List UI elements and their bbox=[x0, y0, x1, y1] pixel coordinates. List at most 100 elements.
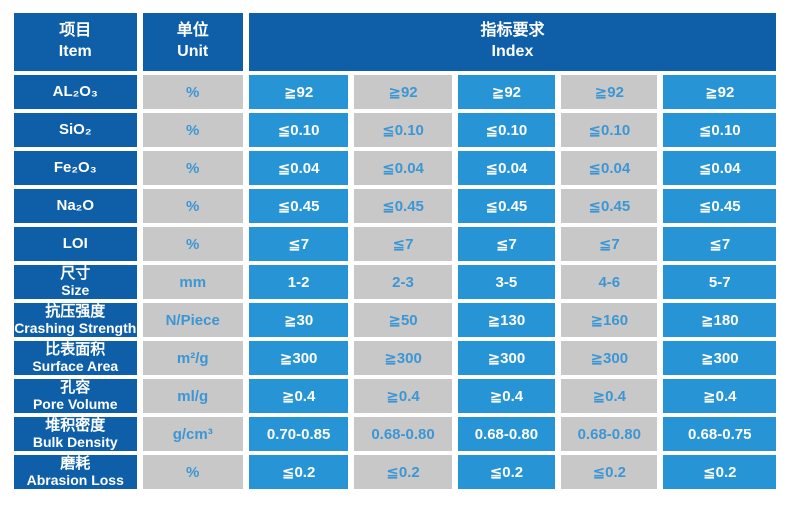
unit-cell: m²/g bbox=[142, 341, 243, 375]
table-row: 磨耗 Abrasion Loss % ≦0.2 ≦0.2 ≦0.2 ≦0.2 ≦… bbox=[14, 455, 776, 489]
value-cell-5: ≧0.4 bbox=[663, 379, 776, 413]
value-cell-2: 2-3 bbox=[354, 265, 452, 299]
header-item-zh: 项目 bbox=[59, 22, 92, 40]
value-cell-3: 3-5 bbox=[457, 265, 556, 299]
item-label-zh: 尺寸 bbox=[60, 265, 91, 282]
table-row: LOI % ≦7 ≦7 ≦7 ≦7 ≦7 bbox=[14, 227, 776, 261]
unit-cell: g/cm³ bbox=[142, 417, 243, 451]
value-cell-2: ≦0.10 bbox=[354, 113, 452, 147]
table-row: 堆积密度 Bulk Density g/cm³ 0.70-0.85 0.68-0… bbox=[14, 417, 776, 451]
value-cell-4: ≦7 bbox=[561, 227, 658, 261]
table-body: AL₂O₃ % ≧92 ≧92 ≧92 ≧92 ≧92 SiO₂ % ≦0.10… bbox=[14, 75, 776, 489]
header-row: 项目 Item 单位 Unit 指标要求 Index bbox=[14, 13, 776, 71]
value-cell-4: ≦0.04 bbox=[561, 151, 658, 185]
unit-cell: N/Piece bbox=[142, 303, 243, 337]
item-label-zh: Na₂O bbox=[56, 196, 94, 214]
value-cell-5: ≦0.2 bbox=[663, 455, 776, 489]
value-cell-3: 0.68-0.80 bbox=[457, 417, 556, 451]
value-cell-4: ≦0.10 bbox=[561, 113, 658, 147]
value-cell-3: ≧300 bbox=[457, 341, 556, 375]
value-cell-1: ≦0.10 bbox=[248, 113, 349, 147]
unit-cell: % bbox=[142, 227, 243, 261]
value-cell-3: ≦0.45 bbox=[457, 189, 556, 223]
table-header: 项目 Item 单位 Unit 指标要求 Index bbox=[14, 13, 776, 71]
item-cell: Na₂O bbox=[14, 189, 137, 223]
item-label-zh: 磨耗 bbox=[60, 455, 91, 472]
table-row: Fe₂O₃ % ≦0.04 ≦0.04 ≦0.04 ≦0.04 ≦0.04 bbox=[14, 151, 776, 185]
header-unit-cell: 单位 Unit bbox=[142, 13, 243, 71]
product-spec-table: 项目 Item 单位 Unit 指标要求 Index AL₂O₃ % ≧92 bbox=[8, 9, 782, 493]
item-label-en: Surface Area bbox=[32, 357, 119, 374]
header-index-cell: 指标要求 Index bbox=[248, 13, 776, 71]
header-unit-zh: 单位 bbox=[176, 22, 209, 40]
header-index-en: Index bbox=[491, 43, 534, 60]
value-cell-1: ≦0.2 bbox=[248, 455, 349, 489]
value-cell-2: 0.68-0.80 bbox=[354, 417, 452, 451]
item-label-zh: LOI bbox=[62, 234, 88, 252]
value-cell-3: ≧92 bbox=[457, 75, 556, 109]
item-label-en: Size bbox=[61, 281, 90, 298]
unit-cell: % bbox=[142, 189, 243, 223]
value-cell-5: ≧180 bbox=[663, 303, 776, 337]
item-cell: 抗压强度 Crashing Strength bbox=[14, 303, 137, 337]
table-row: 比表面积 Surface Area m²/g ≧300 ≧300 ≧300 ≧3… bbox=[14, 341, 776, 375]
value-cell-2: ≧300 bbox=[354, 341, 452, 375]
header-unit-en: Unit bbox=[177, 43, 209, 60]
value-cell-5: ≦0.10 bbox=[663, 113, 776, 147]
value-cell-4: ≧0.4 bbox=[561, 379, 658, 413]
table-row: Na₂O % ≦0.45 ≦0.45 ≦0.45 ≦0.45 ≦0.45 bbox=[14, 189, 776, 223]
value-cell-4: ≧92 bbox=[561, 75, 658, 109]
value-cell-2: ≧0.4 bbox=[354, 379, 452, 413]
unit-cell: ml/g bbox=[142, 379, 243, 413]
unit-cell: mm bbox=[142, 265, 243, 299]
value-cell-3: ≧0.4 bbox=[457, 379, 556, 413]
value-cell-5: ≦0.45 bbox=[663, 189, 776, 223]
header-index-zh: 指标要求 bbox=[480, 22, 545, 40]
value-cell-1: 0.70-0.85 bbox=[248, 417, 349, 451]
value-cell-2: ≦0.45 bbox=[354, 189, 452, 223]
item-cell: SiO₂ bbox=[14, 113, 137, 147]
value-cell-4: ≧160 bbox=[561, 303, 658, 337]
item-cell: AL₂O₃ bbox=[14, 75, 137, 109]
value-cell-3: ≦7 bbox=[457, 227, 556, 261]
value-cell-3: ≧130 bbox=[457, 303, 556, 337]
value-cell-4: ≦0.2 bbox=[561, 455, 658, 489]
item-label-zh: 抗压强度 bbox=[45, 303, 106, 320]
value-cell-2: ≦0.2 bbox=[354, 455, 452, 489]
value-cell-5: ≦7 bbox=[663, 227, 776, 261]
item-cell: LOI bbox=[14, 227, 137, 261]
value-cell-5: ≦0.04 bbox=[663, 151, 776, 185]
value-cell-2: ≦7 bbox=[354, 227, 452, 261]
item-cell: 孔容 Pore Volume bbox=[14, 379, 137, 413]
table-row: AL₂O₃ % ≧92 ≧92 ≧92 ≧92 ≧92 bbox=[14, 75, 776, 109]
header-item-cell: 项目 Item bbox=[14, 13, 137, 71]
item-label-en: Abrasion Loss bbox=[26, 471, 124, 488]
item-cell: 堆积密度 Bulk Density bbox=[14, 417, 137, 451]
value-cell-5: ≧92 bbox=[663, 75, 776, 109]
value-cell-1: ≦7 bbox=[248, 227, 349, 261]
value-cell-5: 0.68-0.75 bbox=[663, 417, 776, 451]
value-cell-1: ≧0.4 bbox=[248, 379, 349, 413]
value-cell-1: ≧300 bbox=[248, 341, 349, 375]
value-cell-2: ≧50 bbox=[354, 303, 452, 337]
unit-cell: % bbox=[142, 113, 243, 147]
item-label-zh: Fe₂O₃ bbox=[53, 158, 97, 176]
header-item-en: Item bbox=[58, 43, 92, 60]
value-cell-3: ≦0.04 bbox=[457, 151, 556, 185]
item-label-zh: SiO₂ bbox=[58, 120, 92, 138]
value-cell-3: ≦0.10 bbox=[457, 113, 556, 147]
unit-cell: % bbox=[142, 75, 243, 109]
item-cell: Fe₂O₃ bbox=[14, 151, 137, 185]
item-label-en: Bulk Density bbox=[32, 433, 118, 450]
item-label-zh: 比表面积 bbox=[45, 341, 106, 358]
value-cell-1: ≦0.04 bbox=[248, 151, 349, 185]
value-cell-3: ≦0.2 bbox=[457, 455, 556, 489]
value-cell-1: ≧92 bbox=[248, 75, 349, 109]
table-row: 尺寸 Size mm 1-2 2-3 3-5 4-6 5-7 bbox=[14, 265, 776, 299]
value-cell-5: ≧300 bbox=[663, 341, 776, 375]
item-label-zh: AL₂O₃ bbox=[52, 82, 98, 100]
item-cell: 尺寸 Size bbox=[14, 265, 137, 299]
item-label-en: Crashing Strength bbox=[14, 319, 137, 336]
item-label-en: Pore Volume bbox=[32, 395, 118, 412]
